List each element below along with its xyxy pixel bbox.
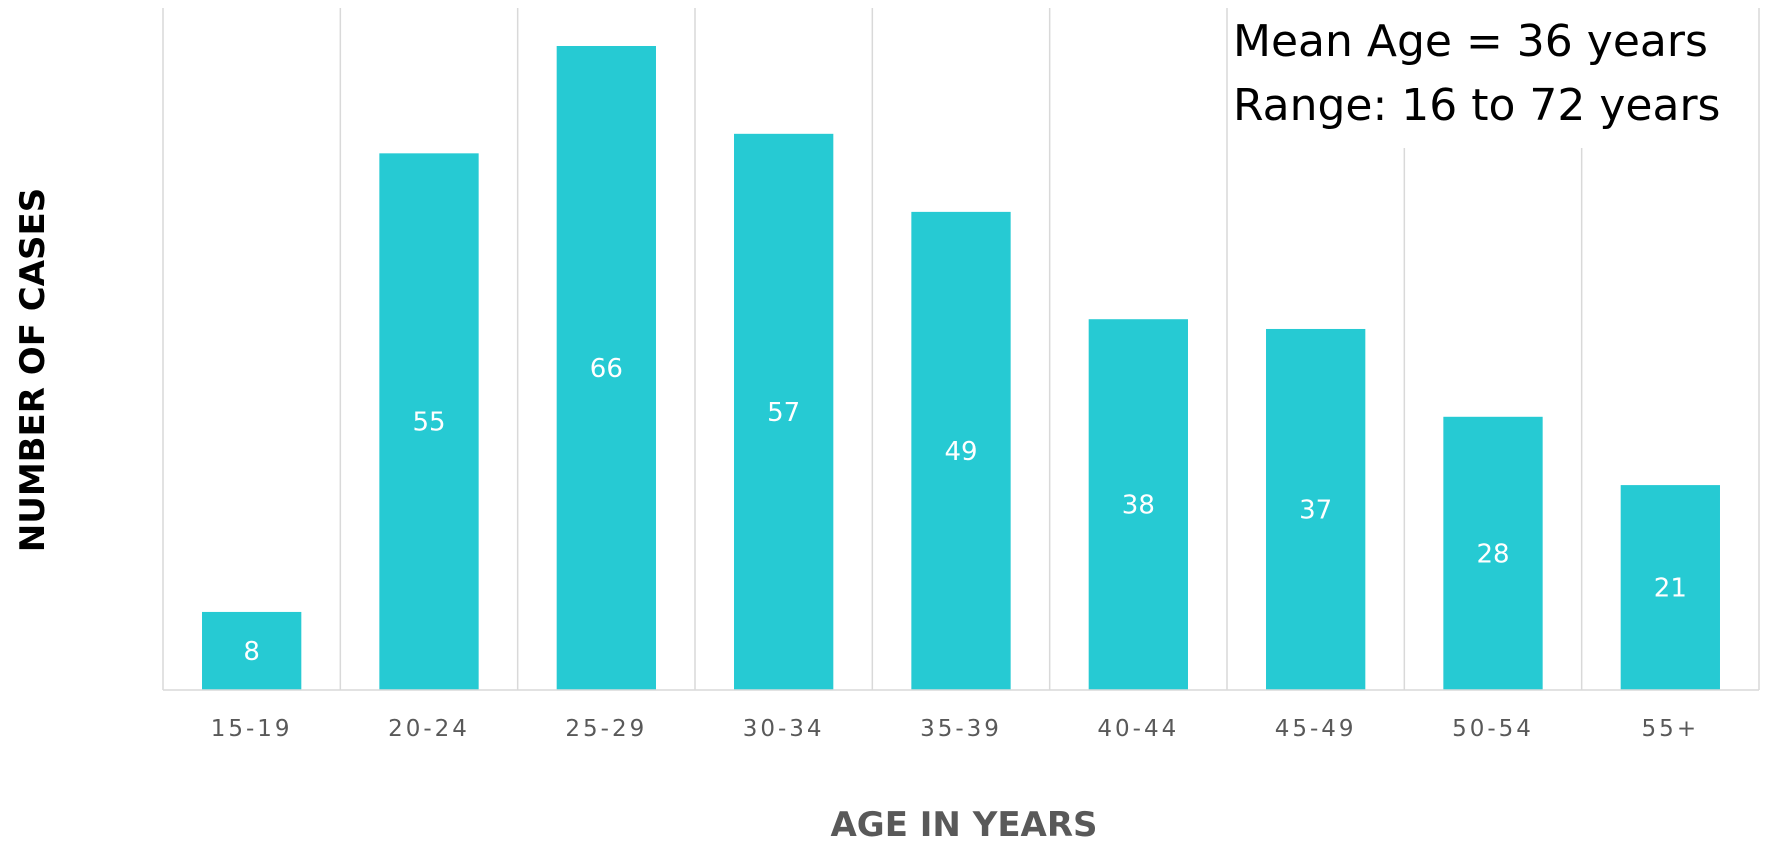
bar-30-34 bbox=[734, 133, 834, 690]
bar-45-49 bbox=[1266, 328, 1366, 690]
bar-15-19 bbox=[202, 611, 302, 690]
bar-value-label: 66 bbox=[590, 354, 623, 384]
bar-value-label: 21 bbox=[1654, 574, 1687, 604]
bar-55+ bbox=[1620, 485, 1720, 690]
x-tick-label: 30-34 bbox=[743, 716, 825, 742]
y-axis-title: NUMBER OF CASES bbox=[13, 188, 53, 553]
x-tick-labels: 15-19 20-24 25-29 30-34 35-39 40-44 45-49 50-54… bbox=[211, 716, 1700, 742]
bar-value-label: 28 bbox=[1476, 539, 1509, 569]
x-tick-label: 45-49 bbox=[1275, 716, 1357, 742]
x-tick-label: 55+ bbox=[1642, 716, 1700, 742]
x-axis-title: AGE IN YEARS bbox=[830, 805, 1097, 843]
bar-value-label: 49 bbox=[944, 437, 977, 467]
x-tick-label: 35-39 bbox=[920, 716, 1002, 742]
x-tick-label: 25-29 bbox=[565, 716, 647, 742]
x-tick-label: 15-19 bbox=[211, 716, 293, 742]
bar-25-29 bbox=[556, 46, 656, 690]
bar-50-54 bbox=[1443, 416, 1543, 690]
x-tick-label: 20-24 bbox=[388, 716, 470, 742]
x-tick-label: 40-44 bbox=[1097, 716, 1179, 742]
bar-value-label: 55 bbox=[412, 408, 445, 438]
bar-40-44 bbox=[1088, 319, 1188, 690]
annotation-range: Range: 16 to 72 years bbox=[1233, 80, 1720, 131]
bar-value-label: 57 bbox=[767, 398, 800, 428]
bar-35-39 bbox=[911, 211, 1011, 690]
bar-value-label: 38 bbox=[1122, 491, 1155, 521]
gridlines bbox=[162, 8, 1760, 690]
bar-value-label: 37 bbox=[1299, 495, 1332, 525]
x-tick-label: 50-54 bbox=[1452, 716, 1534, 742]
annotation-background bbox=[1228, 0, 1728, 148]
bars: 8 55 66 57 49 38 37 28 21 bbox=[202, 46, 1720, 691]
bar-value-label: 8 bbox=[243, 637, 260, 667]
bar-20-24 bbox=[379, 153, 479, 691]
annotation-mean-age: Mean Age = 36 years bbox=[1233, 16, 1708, 67]
